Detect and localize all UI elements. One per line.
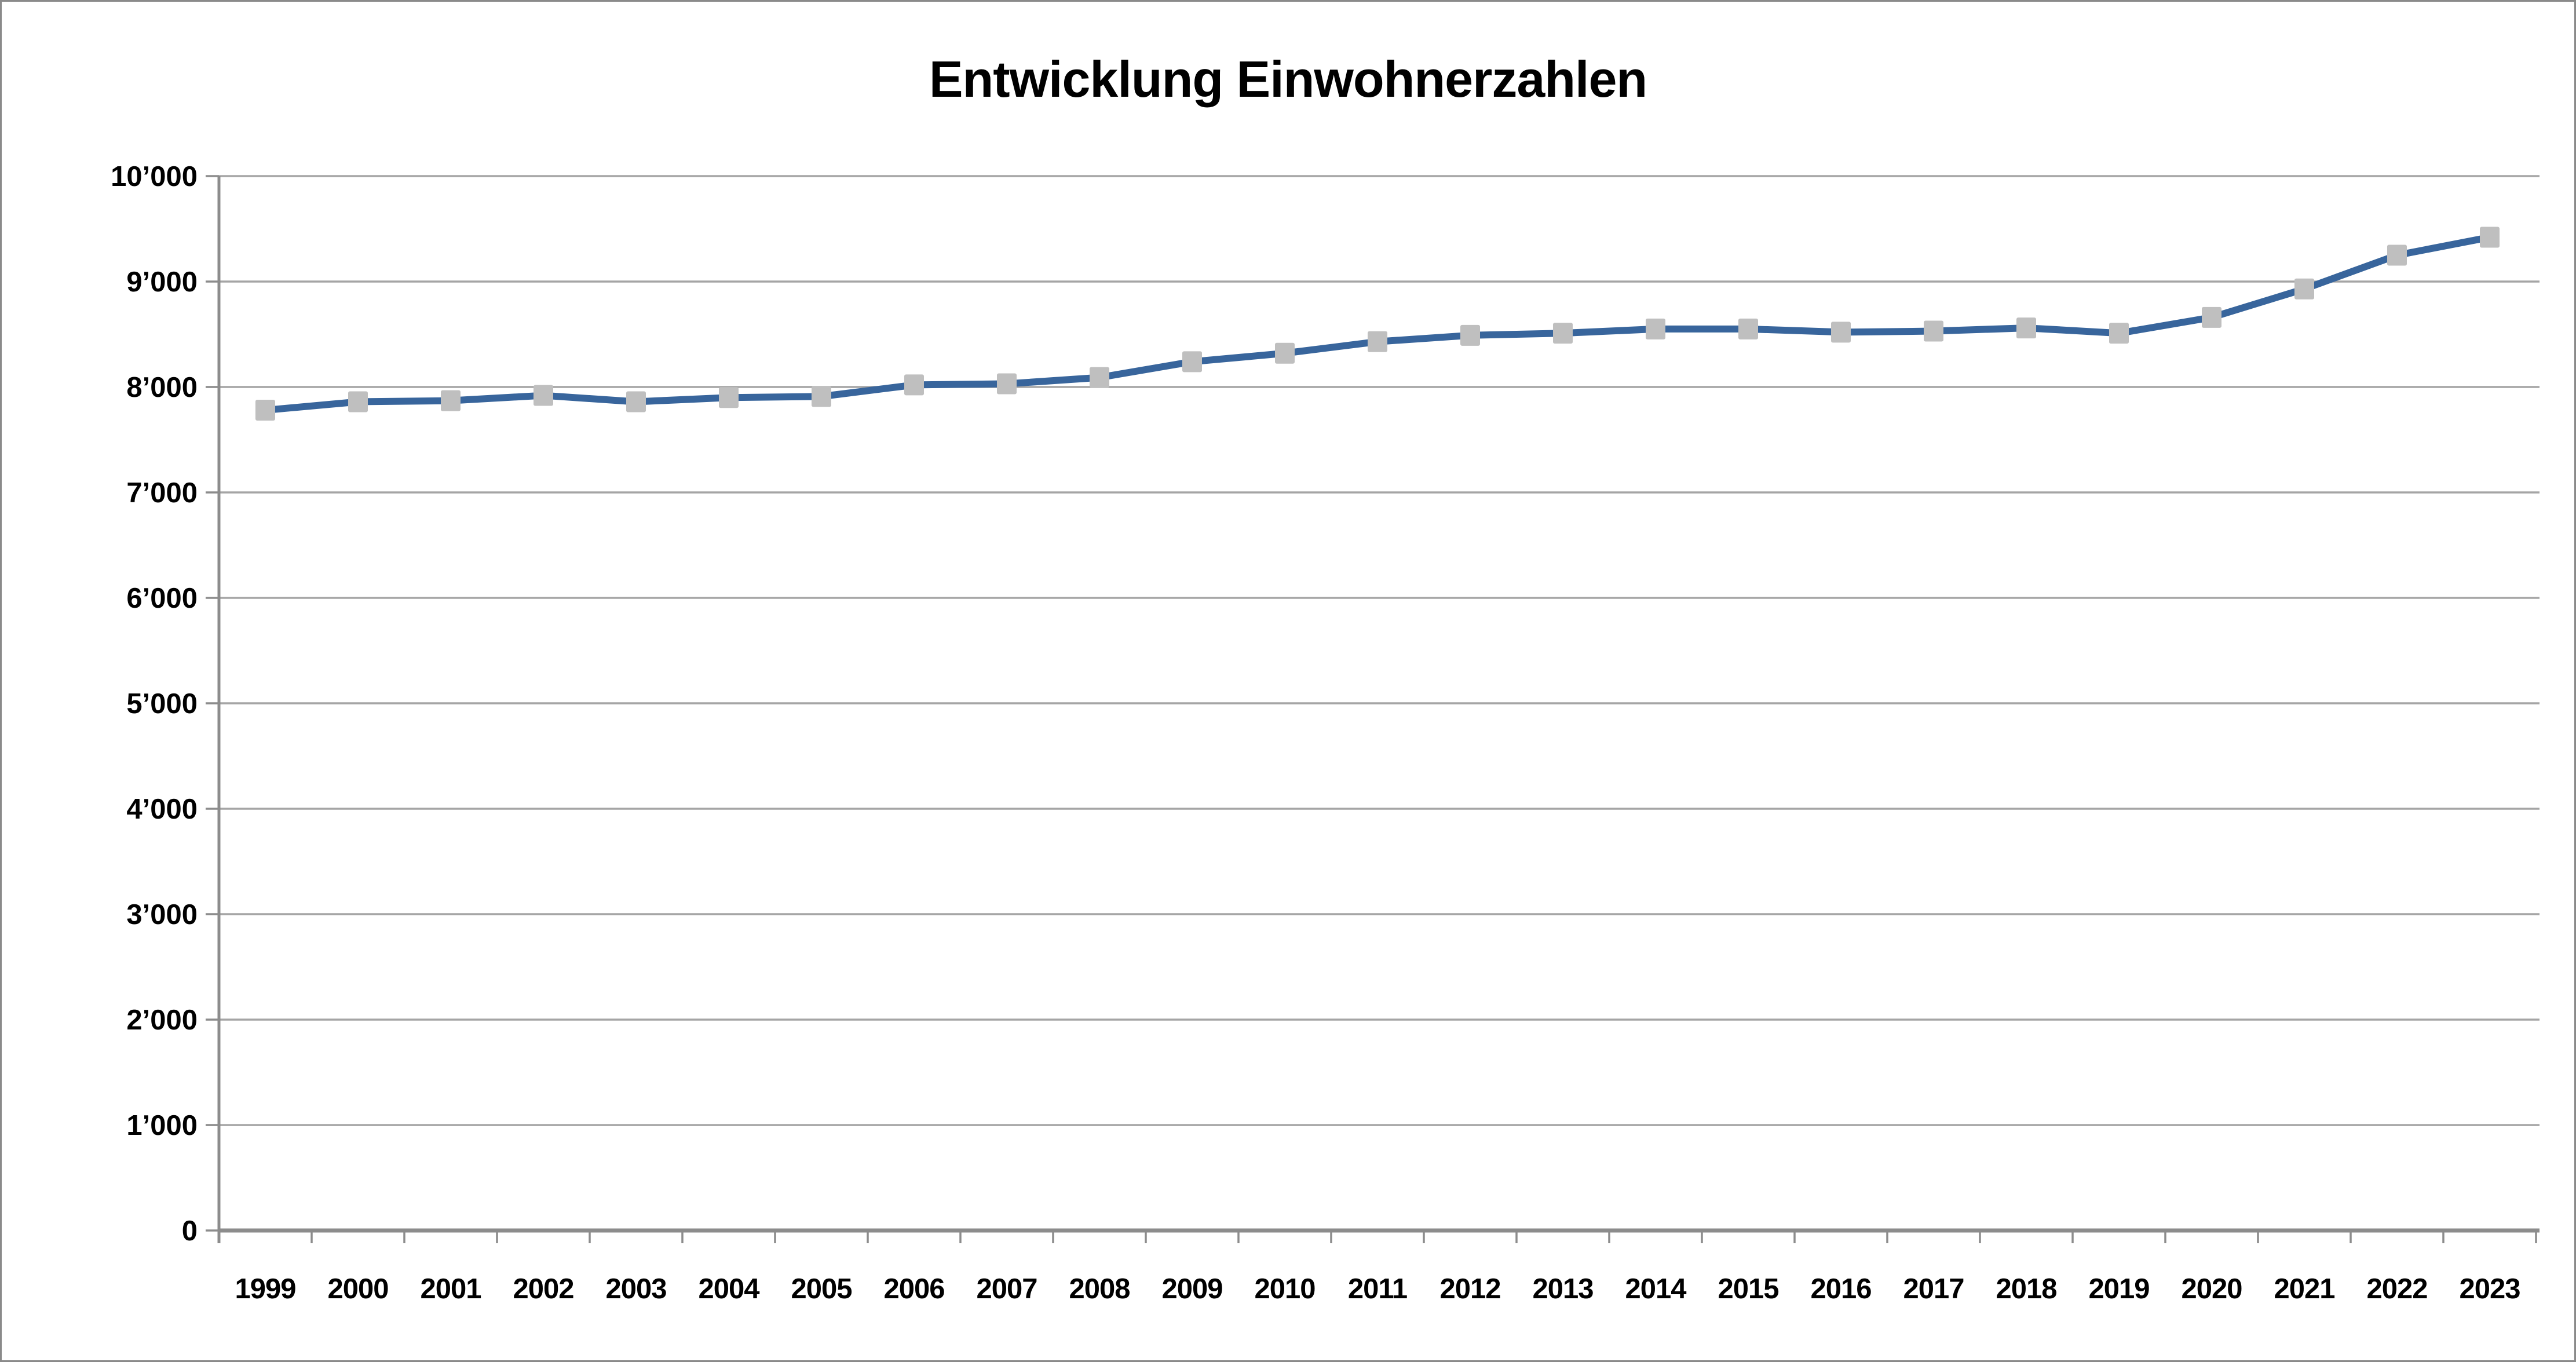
x-axis-label: 2007 [976, 1273, 1037, 1305]
data-point-marker-2023 [2480, 227, 2500, 248]
data-point-marker-2022 [2387, 244, 2407, 266]
x-axis-label: 2017 [1903, 1273, 1964, 1305]
y-axis-label: 7’000 [126, 477, 198, 509]
data-point-marker-2009 [1182, 351, 1202, 373]
x-axis-label: 2000 [327, 1273, 388, 1305]
x-axis-label: 2022 [2366, 1273, 2427, 1305]
data-point-marker-2015 [1738, 318, 1758, 339]
data-point-marker-2019 [2109, 323, 2129, 344]
x-axis-label: 2019 [2088, 1273, 2149, 1305]
y-axis-label: 2’000 [126, 1005, 198, 1036]
data-point-marker-2003 [626, 391, 646, 412]
data-point-marker-2004 [719, 387, 739, 408]
x-axis-label: 2010 [1254, 1273, 1315, 1305]
x-axis-label: 2016 [1810, 1273, 1871, 1305]
chart-title: Entwicklung Einwohnerzahlen [929, 50, 1647, 108]
x-axis-label: 2021 [2274, 1273, 2334, 1305]
x-axis-label: 2013 [1532, 1273, 1593, 1305]
data-point-marker-2001 [441, 390, 461, 411]
x-axis-label: 2003 [605, 1273, 666, 1305]
data-point-marker-2006 [904, 374, 924, 396]
x-axis-label: 2005 [791, 1273, 852, 1305]
data-point-marker-2018 [2016, 317, 2036, 339]
data-point-marker-2000 [348, 391, 368, 412]
x-axis-label: 1999 [235, 1273, 295, 1305]
data-point-marker-2017 [1924, 320, 1943, 342]
data-point-marker-2014 [1646, 318, 1665, 339]
x-axis-label: 2009 [1161, 1273, 1222, 1305]
y-axis-label: 9’000 [126, 266, 198, 298]
x-axis-label: 2011 [1348, 1273, 1407, 1305]
x-axis-label: 2002 [513, 1273, 573, 1305]
data-point-marker-2002 [534, 385, 553, 406]
data-point-marker-2021 [2294, 278, 2314, 300]
y-axis-label: 8’000 [126, 372, 198, 403]
series-line [262, 233, 2493, 414]
y-axis-label: 6’000 [126, 583, 198, 614]
x-axis-label: 2014 [1625, 1273, 1686, 1305]
x-axis-label: 2006 [883, 1273, 944, 1305]
data-point-marker-2011 [1368, 331, 1387, 352]
data-point-marker-1999 [255, 400, 275, 421]
data-point-marker-2007 [997, 373, 1017, 395]
x-axis-label: 2012 [1439, 1273, 1500, 1305]
x-axis-label: 2004 [698, 1273, 759, 1305]
x-axis-label: 2023 [2459, 1273, 2520, 1305]
x-axis-label: 2018 [1996, 1273, 2056, 1305]
data-point-marker-2008 [1090, 367, 1109, 388]
data-point-marker-2016 [1831, 322, 1851, 343]
y-axis-label: 3’000 [126, 899, 198, 930]
y-axis-label: 1’000 [126, 1110, 198, 1141]
data-point-marker-2020 [2202, 306, 2221, 328]
y-axis-label: 4’000 [126, 794, 198, 825]
y-axis-label: 0 [182, 1215, 198, 1247]
data-point-marker-2005 [812, 386, 831, 407]
data-point-marker-2013 [1553, 323, 1573, 344]
y-axis-label: 5’000 [126, 688, 198, 720]
data-point-marker-2010 [1275, 342, 1295, 364]
x-axis-label: 2015 [1718, 1273, 1778, 1305]
x-axis-label: 2001 [420, 1273, 481, 1305]
x-axis-label: 2020 [2181, 1273, 2242, 1305]
y-axis-label: 10’000 [111, 161, 198, 192]
data-point-marker-2012 [1460, 324, 1480, 346]
x-axis-label: 2008 [1069, 1273, 1130, 1305]
